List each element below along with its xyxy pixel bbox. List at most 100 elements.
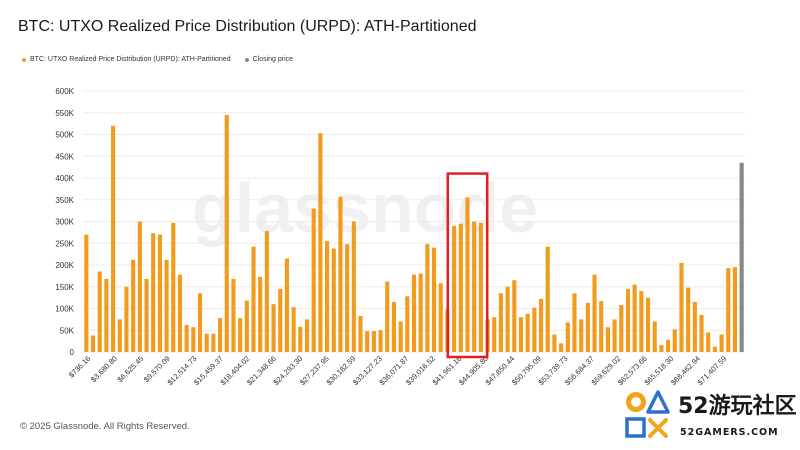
urpd-bar xyxy=(298,326,303,352)
urpd-bar xyxy=(619,305,624,352)
urpd-bar xyxy=(271,304,276,352)
urpd-bar xyxy=(706,332,711,352)
urpd-bar xyxy=(291,307,296,352)
urpd-bar xyxy=(191,327,196,352)
urpd-bar xyxy=(338,196,343,352)
urpd-bar xyxy=(686,287,691,352)
urpd-bar xyxy=(492,317,497,352)
urpd-bar xyxy=(244,300,249,352)
y-tick-label: 0 xyxy=(70,348,75,357)
urpd-bar xyxy=(732,267,738,352)
logo-mark xyxy=(625,390,670,438)
urpd-bar xyxy=(238,318,243,352)
urpd-bar xyxy=(458,223,463,352)
urpd-bar xyxy=(505,286,510,352)
urpd-bar xyxy=(579,319,584,352)
urpd-bar xyxy=(672,329,677,352)
urpd-bar xyxy=(652,321,657,352)
urpd-bar xyxy=(699,315,704,352)
legend-label-closing-price: Closing price xyxy=(252,56,294,63)
urpd-bar xyxy=(231,278,236,352)
urpd-bar xyxy=(117,319,122,352)
urpd-bar xyxy=(465,197,470,352)
chart-title: BTC: UTXO Realized Price Distribution (U… xyxy=(18,18,477,35)
urpd-bar xyxy=(431,247,437,352)
urpd-bar xyxy=(452,225,457,352)
site-logo: 52游玩社区 52GAMERS.COM xyxy=(625,390,797,438)
closing-price-bar xyxy=(739,162,744,352)
highlight-boxes xyxy=(446,172,489,359)
urpd-bar xyxy=(565,322,570,352)
urpd-bar xyxy=(324,241,330,352)
urpd-bar xyxy=(478,222,483,352)
legend-item-urpd[interactable]: BTC: UTXO Realized Price Distribution (U… xyxy=(22,56,231,63)
urpd-bar xyxy=(151,233,156,352)
x-tick-label: $6,625.45 xyxy=(115,354,145,384)
urpd-bar xyxy=(512,280,517,352)
urpd-bar xyxy=(632,284,637,352)
urpd-bar xyxy=(572,293,577,352)
urpd-bar xyxy=(639,291,644,352)
urpd-bar xyxy=(405,296,410,352)
urpd-bar xyxy=(264,231,269,352)
y-tick-label: 150K xyxy=(55,283,74,292)
urpd-bar xyxy=(345,244,350,352)
urpd-bar xyxy=(137,221,142,352)
bars xyxy=(84,114,744,352)
urpd-bar xyxy=(177,274,183,352)
y-tick-label: 450K xyxy=(55,152,74,161)
legend-item-closing-price[interactable]: Closing price xyxy=(244,56,294,63)
urpd-bar xyxy=(391,301,397,352)
logo-name: 52游玩社区 xyxy=(678,393,797,419)
urpd-bar xyxy=(224,114,229,352)
urpd-bar xyxy=(726,268,731,352)
urpd-bar xyxy=(258,276,263,352)
legend-swatch-urpd xyxy=(22,57,26,62)
urpd-bar xyxy=(90,335,96,352)
urpd-bar xyxy=(612,319,617,352)
urpd-bar xyxy=(719,334,724,352)
y-tick-label: 200K xyxy=(55,261,74,270)
y-tick-label: 500K xyxy=(55,131,74,140)
urpd-bar xyxy=(538,298,544,352)
urpd-bar xyxy=(712,346,717,352)
urpd-bar xyxy=(599,301,604,352)
urpd-bar xyxy=(385,281,390,352)
legend-swatch-closing-price xyxy=(244,57,249,62)
urpd-bar xyxy=(418,273,423,352)
urpd-bar xyxy=(645,297,651,352)
urpd-bar xyxy=(498,293,504,352)
urpd-bar xyxy=(438,283,443,352)
urpd-bar xyxy=(371,331,376,352)
y-tick-label: 100K xyxy=(55,305,74,314)
urpd-bar xyxy=(378,330,383,352)
x-tick-label: $736.16 xyxy=(67,354,93,380)
logo-site: 52GAMERS.COM xyxy=(680,427,779,438)
urpd-bar xyxy=(184,325,189,352)
copyright-text: © 2025 Glassnode. All Rights Reserved. xyxy=(20,421,190,432)
urpd-bar xyxy=(164,259,169,352)
urpd-bar xyxy=(251,246,256,352)
urpd-bar xyxy=(97,271,102,352)
urpd-bar xyxy=(365,331,370,352)
urpd-bar xyxy=(605,327,610,352)
urpd-bar xyxy=(204,333,209,352)
urpd-bar xyxy=(311,208,316,352)
urpd-bar xyxy=(552,334,557,352)
urpd-bar xyxy=(425,244,430,352)
y-tick-label: 300K xyxy=(55,218,74,227)
urpd-bar xyxy=(398,321,403,352)
urpd-bar xyxy=(211,333,216,352)
y-tick-label: 600K xyxy=(55,87,74,96)
y-tick-label: 50K xyxy=(60,326,75,335)
chart-legend: BTC: UTXO Realized Price Distribution (U… xyxy=(22,56,293,63)
urpd-bar xyxy=(692,301,697,352)
urpd-bar xyxy=(104,278,109,352)
urpd-bar xyxy=(331,248,336,352)
y-axis: 0 50K 100K 150K 200K 250K 300K 350K 400K 450K 500K… xyxy=(55,87,74,357)
y-tick-label: 550K xyxy=(55,109,74,118)
urpd-bar xyxy=(659,345,664,352)
urpd-bar xyxy=(131,259,136,352)
urpd-bar xyxy=(278,288,283,352)
